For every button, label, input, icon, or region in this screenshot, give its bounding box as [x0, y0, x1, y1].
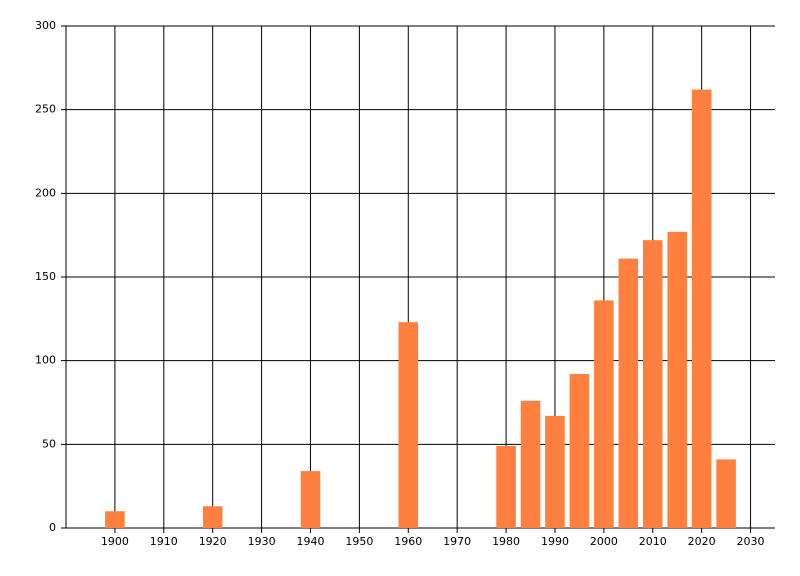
bar [105, 511, 125, 528]
bar [202, 506, 223, 528]
x-tick-label: 2000 [590, 535, 618, 548]
bar [642, 240, 663, 529]
y-tick-label: 0 [49, 521, 56, 534]
x-tick-label: 1920 [199, 535, 227, 548]
bar [545, 415, 565, 528]
x-tick-label: 1950 [345, 535, 373, 548]
x-tick-label: 1930 [248, 535, 276, 548]
bar [300, 471, 321, 528]
y-tick-label: 100 [35, 354, 56, 367]
bar [667, 231, 687, 528]
y-tick-label: 250 [35, 103, 56, 116]
bar [520, 400, 541, 528]
bar [691, 89, 712, 528]
x-tick-label: 2010 [639, 535, 667, 548]
x-tick-label: 2020 [688, 535, 716, 548]
y-tick-label: 300 [35, 19, 56, 32]
x-tick-label: 1910 [150, 535, 178, 548]
x-tick-label: 1900 [101, 535, 129, 548]
y-tick-label: 200 [35, 186, 56, 199]
x-tick-label: 1970 [443, 535, 471, 548]
x-tick-label: 1980 [492, 535, 520, 548]
bar [618, 258, 639, 528]
bar [716, 459, 736, 528]
x-tick-label: 2030 [737, 535, 765, 548]
bar [398, 322, 419, 528]
bar [594, 300, 614, 528]
x-tick-label: 1990 [541, 535, 569, 548]
bar [496, 446, 516, 528]
x-tick-label: 1940 [296, 535, 324, 548]
y-tick-label: 150 [35, 270, 56, 283]
x-tick-label: 1960 [394, 535, 422, 548]
bar [569, 374, 590, 528]
y-tick-label: 50 [42, 437, 56, 450]
